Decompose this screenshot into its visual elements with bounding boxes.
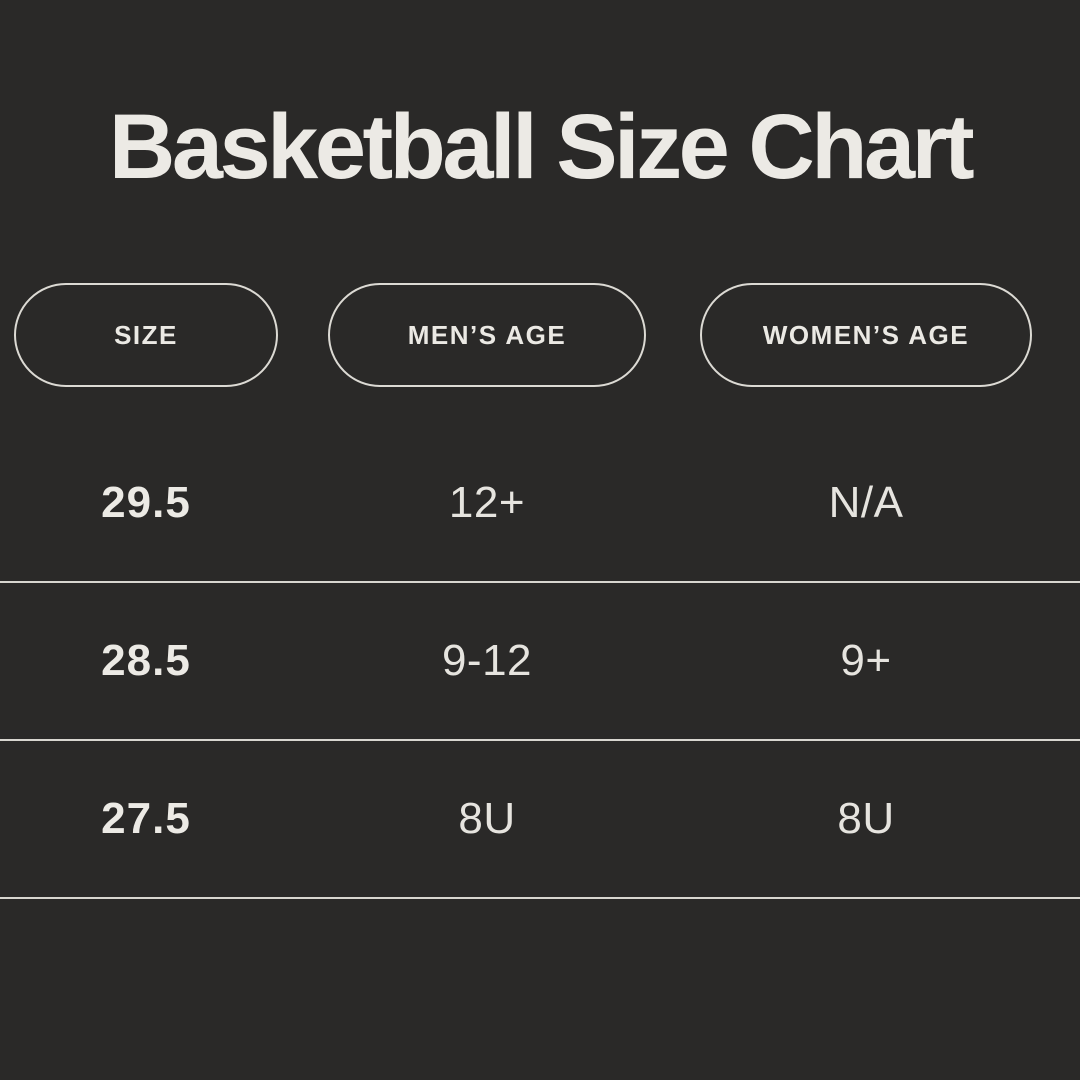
table-body: 29.5 12+ N/A 28.5 9-12 9+ 27.5 8U 8U: [0, 425, 1080, 899]
mens-age-header-label: MEN’S AGE: [407, 319, 567, 350]
table-header: SIZE MEN’S AGE WOMEN’S AGE: [0, 283, 1080, 387]
cell-womens-age: N/A: [828, 478, 904, 527]
cell-mens-age: 12+: [448, 478, 526, 527]
cell-womens-age: 9+: [840, 636, 892, 685]
cell-size: 28.5: [101, 636, 191, 685]
size-header-pill: SIZE: [14, 283, 278, 387]
cell-size: 27.5: [101, 794, 191, 843]
womens-age-header-pill: WOMEN’S AGE: [700, 283, 1032, 387]
womens-age-header-label: WOMEN’S AGE: [762, 319, 970, 350]
cell-size: 29.5: [101, 478, 191, 527]
cell-womens-age: 8U: [837, 794, 895, 843]
table-row: 28.5 9-12 9+: [0, 583, 1080, 741]
page-title: Basketball Size Chart: [108, 96, 975, 198]
column-header-size: SIZE: [0, 283, 292, 387]
cell-mens-age: 9-12: [441, 636, 533, 685]
column-header-womens-age: WOMEN’S AGE: [682, 283, 1050, 387]
size-header-label: SIZE: [114, 319, 178, 350]
column-header-mens-age: MEN’S AGE: [292, 283, 682, 387]
cell-mens-age: 8U: [458, 794, 516, 843]
table-row: 29.5 12+ N/A: [0, 425, 1080, 583]
mens-age-header-pill: MEN’S AGE: [328, 283, 646, 387]
table-row: 27.5 8U 8U: [0, 741, 1080, 899]
